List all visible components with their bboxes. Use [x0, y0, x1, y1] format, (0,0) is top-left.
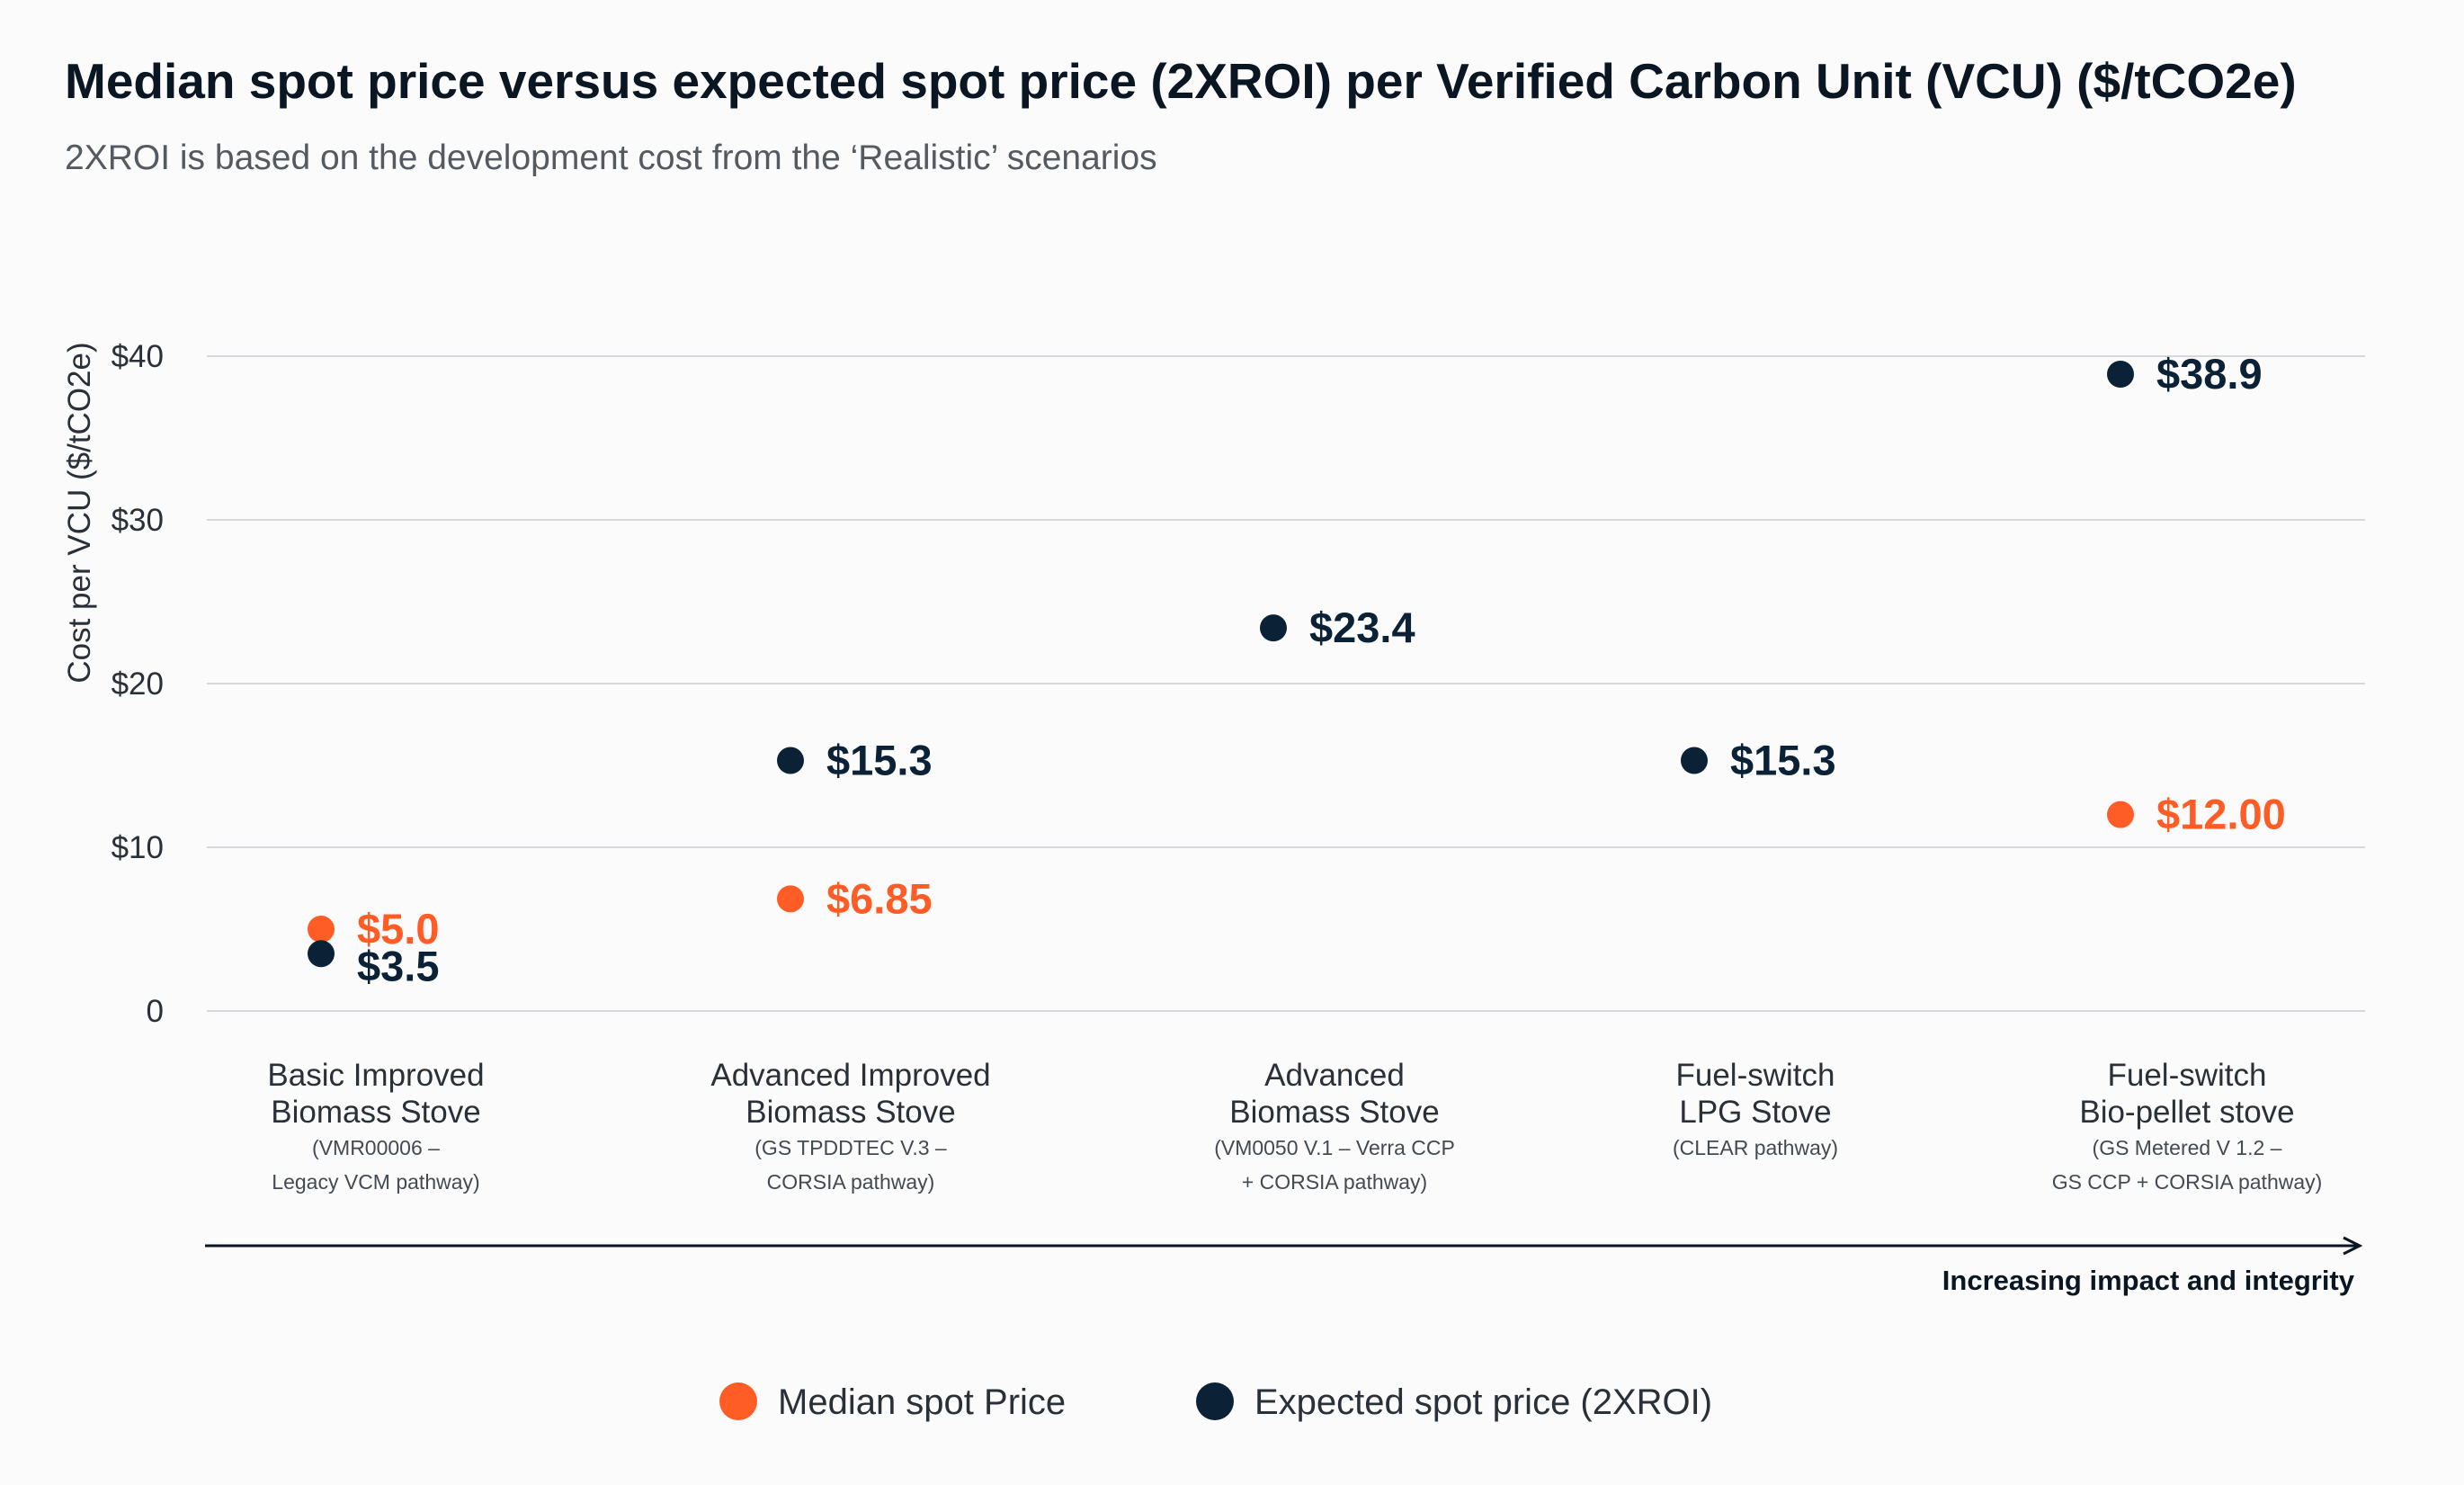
x-category-subtitle: (GS TPDDTEC V.3 –	[754, 1136, 947, 1159]
y-tick-label: 0	[147, 994, 164, 1029]
legend: Median spot Price Expected spot price (2X…	[719, 1382, 1712, 1422]
legend-item-1: Expected spot price (2XROI)	[1196, 1382, 1712, 1422]
data-point	[1681, 747, 1708, 774]
x-category-name: Fuel-switch	[1676, 1058, 1835, 1093]
data-point	[2107, 361, 2134, 389]
x-category-subtitle: GS CCP + CORSIA pathway)	[2052, 1170, 2323, 1194]
x-axis-arrow-head	[2343, 1236, 2363, 1256]
data-label: $15.3	[826, 737, 933, 784]
legend-label: Median spot Price	[778, 1382, 1066, 1422]
x-category-subtitle: CORSIA pathway)	[767, 1170, 935, 1194]
x-category-name: Bio-pellet stove	[2079, 1095, 2294, 1130]
x-category-name: Fuel-switch	[2108, 1058, 2267, 1093]
y-tick-label: $20	[112, 666, 164, 702]
x-category-name: LPG Stove	[1679, 1095, 1831, 1130]
y-axis-label: Cost per VCU ($/tCO2e)	[62, 342, 97, 683]
data-point	[777, 885, 804, 913]
chart-subtitle: 2XROI is based on the development cost f…	[65, 139, 1157, 177]
data-point	[777, 747, 804, 774]
y-axis-ticks: 0 $10 $20 $30 $40	[112, 339, 164, 1029]
data-label: $6.85	[826, 874, 933, 922]
data-point	[2107, 801, 2134, 828]
data-label: $15.3	[1730, 737, 1836, 784]
data-label: $5.0	[357, 905, 439, 953]
x-category-subtitle: (VMR00006 –	[312, 1136, 440, 1159]
y-tick-label: $10	[112, 830, 164, 865]
data-points: $5.0 $6.85 $12.00 $3.5 $15.3 $23.4 $15.3 $38.9	[308, 350, 2286, 989]
legend-item-0: Median spot Price	[719, 1382, 1066, 1422]
x-category-subtitle: (GS Metered V 1.2 –	[2093, 1136, 2282, 1159]
series-1: $3.5 $15.3 $23.4 $15.3 $38.9	[308, 350, 2263, 989]
data-point	[1260, 614, 1287, 642]
y-tick-label: $30	[112, 503, 164, 538]
legend-marker	[719, 1382, 757, 1420]
x-category-name: Biomass Stove	[745, 1095, 955, 1130]
data-label: $38.9	[2156, 350, 2263, 398]
x-category-name: Basic Improved	[267, 1058, 484, 1093]
series-0: $5.0 $6.85 $12.00	[308, 791, 2286, 953]
data-label: $23.4	[1309, 604, 1415, 651]
y-tick-label: $40	[112, 339, 164, 374]
legend-label: Expected spot price (2XROI)	[1254, 1382, 1712, 1422]
data-label: $12.00	[2156, 791, 2286, 838]
chart-title: Median spot price versus expected spot p…	[65, 53, 2297, 109]
data-label: $3.5	[357, 942, 439, 989]
x-category-name: Advanced	[1264, 1058, 1405, 1093]
x-category-name: Advanced Improved	[710, 1058, 990, 1093]
x-category-name: Biomass Stove	[1229, 1095, 1439, 1130]
gridlines	[207, 355, 2365, 1012]
x-category-subtitle: + CORSIA pathway)	[1242, 1170, 1427, 1194]
x-axis-arrow-label: Increasing impact and integrity	[1942, 1265, 2355, 1296]
data-point	[308, 916, 335, 943]
x-category-name: Biomass Stove	[271, 1095, 480, 1130]
x-axis-arrow: Increasing impact and integrity	[205, 1236, 2363, 1296]
x-category-subtitle: Legacy VCM pathway)	[272, 1170, 479, 1194]
data-point	[308, 940, 335, 968]
x-category-subtitle: (VM0050 V.1 – Verra CCP	[1214, 1136, 1455, 1159]
legend-marker	[1196, 1382, 1234, 1420]
x-category-subtitle: (CLEAR pathway)	[1673, 1136, 1838, 1159]
